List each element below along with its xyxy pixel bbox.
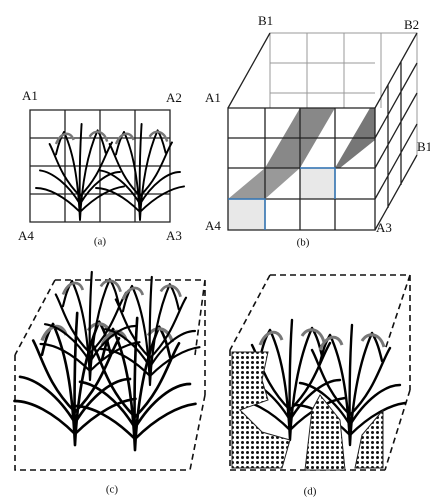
caption: (d) — [304, 486, 317, 498]
corner-label: A3 — [376, 220, 392, 235]
caption: (a) — [94, 236, 107, 248]
figure: A1 A2 A3 A4 (a) B1 B2 B1 A1 A4 A3 (b) (c… — [0, 0, 430, 498]
panel-c: (c) — [14, 272, 205, 496]
corner-label: A4 — [205, 218, 221, 233]
panel-b: B1 B2 B1 A1 A4 A3 (b) — [205, 13, 430, 249]
corner-label: A1 — [205, 90, 221, 105]
corner-label: B2 — [404, 17, 419, 32]
corner-label: A3 — [166, 228, 182, 243]
corner-label: B1 — [417, 139, 430, 154]
corner-label: A2 — [166, 90, 182, 105]
corner-label: A1 — [22, 88, 38, 103]
corner-label: A4 — [18, 228, 34, 243]
caption: (c) — [106, 484, 119, 496]
panel-d: (d) — [230, 275, 410, 498]
caption: (b) — [297, 237, 310, 249]
panel-a: A1 A2 A3 A4 (a) — [18, 88, 184, 248]
corner-label: B1 — [258, 13, 273, 28]
